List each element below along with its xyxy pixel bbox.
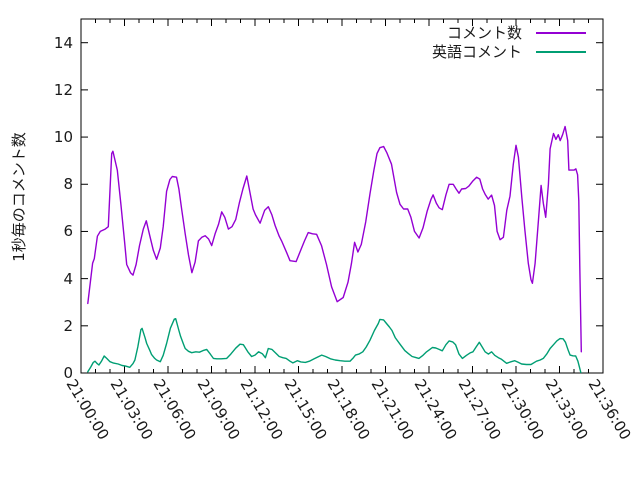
legend-label-english-comments: 英語コメント [431,43,522,61]
series-line-english-comments [87,318,582,374]
y-tick-label: 14 [53,33,73,52]
series-line-comment-count [87,125,582,353]
legend-line-sample-comment-count [536,32,586,34]
y-tick-label: 4 [63,269,73,288]
y-axis-title: 1秒毎のコメント数 [10,132,28,262]
y-tick-label: 8 [63,175,73,194]
plot-frame [80,18,604,374]
y-tick-label: 0 [63,364,73,382]
legend-line-sample-english-comments [536,51,586,53]
y-tick-label: 2 [63,316,73,335]
y-tick-label: 6 [63,222,73,241]
y-tick-label: 12 [53,80,73,99]
y-tick-label: 10 [53,128,73,147]
legend-label-comment-count: コメント数 [446,24,522,42]
